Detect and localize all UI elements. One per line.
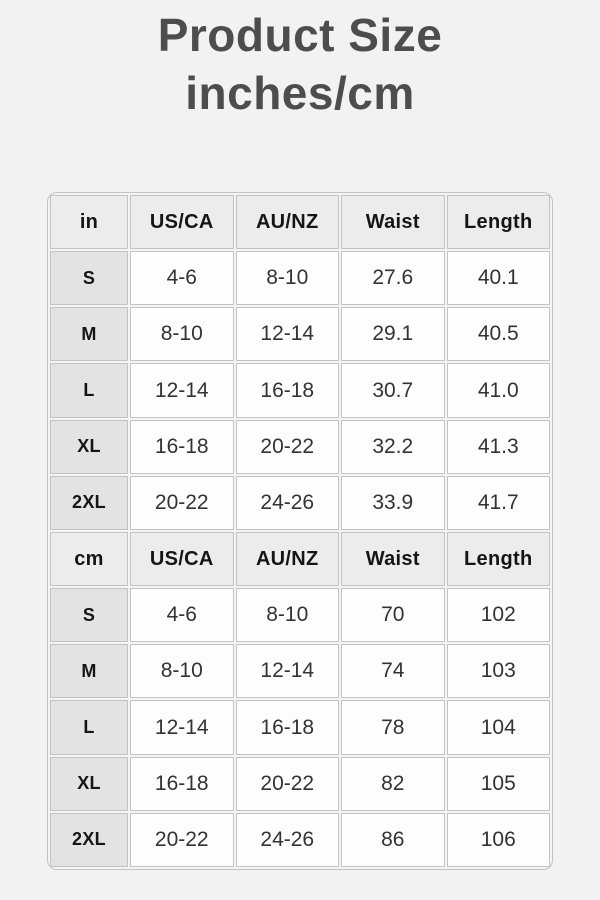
size-value-cell: 8-10 [130,307,234,362]
page-title-line2: inches/cm [185,67,415,119]
size-chart-table: in US/CA AU/NZ Waist Length S 4-6 8-10 2… [48,193,552,869]
column-header-waist: Waist [341,195,445,250]
size-value-cell: 24-26 [235,475,339,530]
size-value-cell: 40.1 [446,251,550,306]
column-header-unit-in: in [50,195,128,250]
size-row-in-m: M 8-10 12-14 29.1 40.5 [50,307,550,362]
size-label-cell: L [50,700,128,755]
size-value-cell: 4-6 [130,251,234,306]
size-label-cell: 2XL [50,812,128,867]
size-label-cell: XL [50,419,128,474]
size-value-cell: 12-14 [130,363,234,418]
size-label-cell: XL [50,756,128,811]
size-value-cell: 12-14 [130,700,234,755]
size-row-in-s: S 4-6 8-10 27.6 40.1 [50,251,550,306]
size-value-cell: 20-22 [130,812,234,867]
size-value-cell: 78 [341,700,445,755]
size-value-cell: 103 [446,644,550,699]
column-header-usca: US/CA [130,195,234,250]
size-value-cell: 70 [341,588,445,643]
size-value-cell: 104 [446,700,550,755]
size-value-cell: 20-22 [130,475,234,530]
size-value-cell: 40.5 [446,307,550,362]
page-title-line1: Product Size [157,9,443,61]
size-value-cell: 33.9 [341,475,445,530]
size-value-cell: 8-10 [235,251,339,306]
size-value-cell: 20-22 [235,419,339,474]
size-row-cm-m: M 8-10 12-14 74 103 [50,644,550,699]
size-value-cell: 82 [341,756,445,811]
size-value-cell: 16-18 [130,419,234,474]
size-value-cell: 30.7 [341,363,445,418]
size-value-cell: 8-10 [235,588,339,643]
size-value-cell: 4-6 [130,588,234,643]
size-value-cell: 27.6 [341,251,445,306]
size-value-cell: 8-10 [130,644,234,699]
size-value-cell: 41.3 [446,419,550,474]
column-header-aunz: AU/NZ [235,195,339,250]
size-row-cm-xl: XL 16-18 20-22 82 105 [50,756,550,811]
size-row-in-2xl: 2XL 20-22 24-26 33.9 41.7 [50,475,550,530]
size-value-cell: 102 [446,588,550,643]
page-title: Product Size inches/cm [0,0,600,122]
size-value-cell: 41.7 [446,475,550,530]
column-header-usca: US/CA [130,531,234,587]
column-header-length: Length [446,195,550,250]
size-value-cell: 106 [446,812,550,867]
size-row-cm-s: S 4-6 8-10 70 102 [50,588,550,643]
size-value-cell: 105 [446,756,550,811]
header-row-cm: cm US/CA AU/NZ Waist Length [50,531,550,587]
size-value-cell: 12-14 [235,644,339,699]
size-label-cell: S [50,251,128,306]
size-row-cm-2xl: 2XL 20-22 24-26 86 106 [50,812,550,867]
size-value-cell: 32.2 [341,419,445,474]
size-value-cell: 41.0 [446,363,550,418]
size-value-cell: 29.1 [341,307,445,362]
size-value-cell: 20-22 [235,756,339,811]
size-chart-frame: in US/CA AU/NZ Waist Length S 4-6 8-10 2… [47,192,553,870]
column-header-waist: Waist [341,531,445,587]
size-label-cell: L [50,363,128,418]
size-label-cell: M [50,644,128,699]
size-value-cell: 86 [341,812,445,867]
size-value-cell: 16-18 [235,363,339,418]
size-label-cell: 2XL [50,475,128,530]
column-header-aunz: AU/NZ [235,531,339,587]
column-header-length: Length [446,531,550,587]
size-label-cell: S [50,588,128,643]
size-row-in-l: L 12-14 16-18 30.7 41.0 [50,363,550,418]
size-value-cell: 16-18 [235,700,339,755]
size-value-cell: 16-18 [130,756,234,811]
size-label-cell: M [50,307,128,362]
size-value-cell: 24-26 [235,812,339,867]
size-row-in-xl: XL 16-18 20-22 32.2 41.3 [50,419,550,474]
size-value-cell: 74 [341,644,445,699]
size-value-cell: 12-14 [235,307,339,362]
header-row-inches: in US/CA AU/NZ Waist Length [50,195,550,250]
size-row-cm-l: L 12-14 16-18 78 104 [50,700,550,755]
column-header-unit-cm: cm [50,531,128,587]
